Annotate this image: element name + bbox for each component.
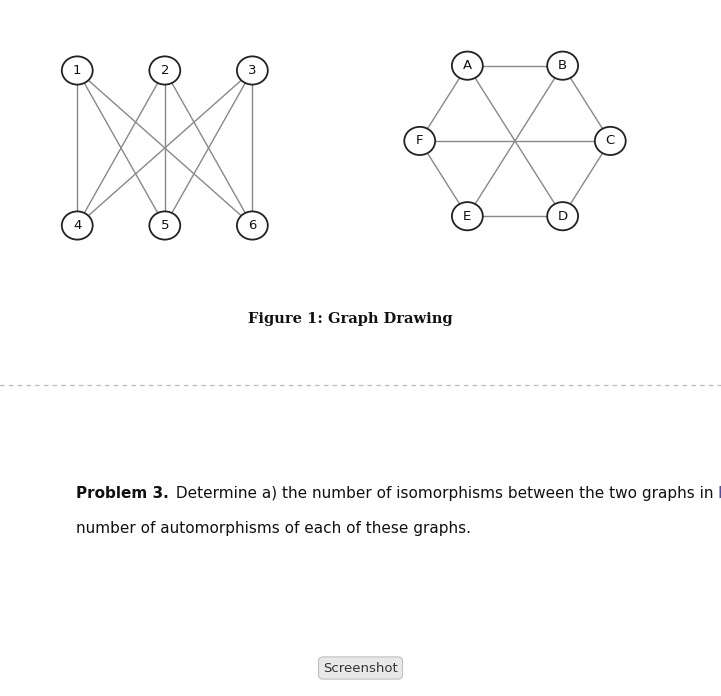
Circle shape — [62, 56, 93, 85]
Text: E: E — [463, 209, 472, 223]
Text: Screenshot: Screenshot — [323, 661, 398, 674]
Circle shape — [237, 212, 267, 239]
Text: Figure 1: Figure 1 — [718, 486, 721, 501]
Circle shape — [237, 56, 267, 85]
Circle shape — [452, 52, 483, 80]
Text: Figure 1: Graph Drawing: Figure 1: Graph Drawing — [248, 313, 453, 326]
Circle shape — [547, 52, 578, 80]
Circle shape — [149, 212, 180, 239]
Text: 4: 4 — [73, 219, 81, 232]
Text: C: C — [606, 134, 615, 148]
Text: B: B — [558, 59, 567, 72]
Circle shape — [149, 56, 180, 85]
Text: 1: 1 — [73, 64, 81, 77]
Circle shape — [404, 127, 435, 155]
Text: 3: 3 — [248, 64, 257, 77]
Circle shape — [62, 212, 93, 239]
Text: 6: 6 — [248, 219, 257, 232]
Text: Problem 3.: Problem 3. — [76, 486, 169, 501]
Circle shape — [452, 202, 483, 230]
Text: 2: 2 — [161, 64, 169, 77]
Text: A: A — [463, 59, 472, 72]
Circle shape — [595, 127, 626, 155]
Text: number of automorphisms of each of these graphs.: number of automorphisms of each of these… — [76, 521, 471, 536]
Circle shape — [547, 202, 578, 230]
Text: F: F — [416, 134, 423, 148]
Text: Determine a) the number of isomorphisms between the two graphs in: Determine a) the number of isomorphisms … — [171, 486, 718, 501]
Text: 5: 5 — [161, 219, 169, 232]
Text: D: D — [557, 209, 567, 223]
